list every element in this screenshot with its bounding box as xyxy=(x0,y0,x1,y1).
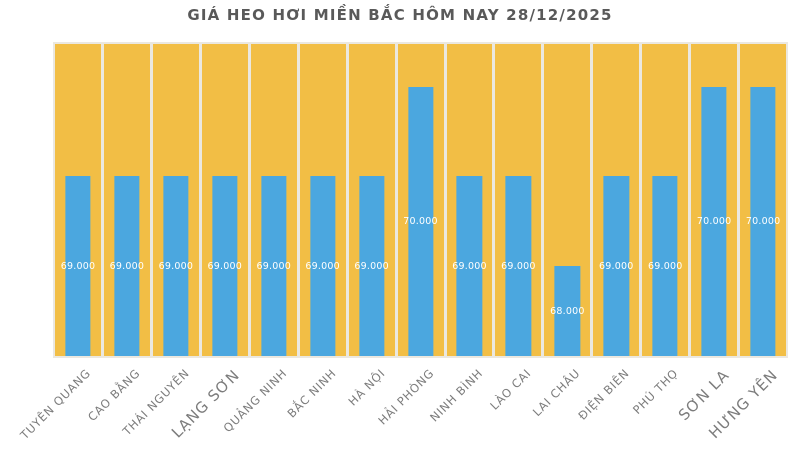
bar-value-label: 69.000 xyxy=(647,260,683,272)
bar-value-label: 69.000 xyxy=(158,260,194,272)
bar-điện-biên: 69.000 xyxy=(599,176,633,356)
bar-quảng-ninh: 69.000 xyxy=(256,176,291,356)
category-label: TUYÊN QUANG xyxy=(17,366,94,443)
bar-tuyên-quang: 69.000 xyxy=(61,176,95,356)
category-column: 69.000 xyxy=(495,44,542,356)
category-label: BẮC NINH xyxy=(284,366,339,421)
category-label: HÀ NỘI xyxy=(345,366,388,409)
chart-title: GIÁ HEO HƠI MIỀN BẮC HÔM NAY 28/12/2025 xyxy=(187,6,613,24)
bar-value-label: 70.000 xyxy=(696,215,732,227)
bar-lai-châu: 68.000 xyxy=(550,266,584,356)
category-column: 70.000 xyxy=(740,44,787,356)
category-column: 69.000 xyxy=(299,44,346,356)
bar-value-label: 69.000 xyxy=(109,260,145,272)
bar-hải-phòng: 70.000 xyxy=(403,86,438,356)
category-column: 69.000 xyxy=(250,44,297,356)
category-label: HẢI PHÒNG xyxy=(374,366,437,428)
category-column: 69.000 xyxy=(593,44,640,356)
category-label: HƯNG YÊN xyxy=(705,366,782,443)
bar-value-label: 69.000 xyxy=(354,260,389,272)
bar-value-label: 70.000 xyxy=(403,215,438,227)
bar-value-label: 69.000 xyxy=(305,260,340,272)
category-column: 70.000 xyxy=(397,44,444,356)
bar-hà-nội: 69.000 xyxy=(354,176,389,356)
bar-value-label: 69.000 xyxy=(599,260,634,272)
category-label: LÀO CAI xyxy=(487,366,535,413)
bar-ninh-bình: 69.000 xyxy=(452,176,486,356)
plot-area: 69.000 69.000 69.000 69.000 69.000 69.000 69.0… xyxy=(53,42,788,358)
bar-hưng-yên: 70.000 xyxy=(746,86,780,356)
category-label: SƠN LA xyxy=(674,366,733,425)
category-label: NINH BÌNH xyxy=(426,366,486,425)
category-column: 69.000 xyxy=(201,44,248,356)
bar-value-label: 69.000 xyxy=(207,260,243,272)
bar-lào-cai: 69.000 xyxy=(501,176,535,356)
bar-value-label: 69.000 xyxy=(501,260,536,272)
category-label: CAO BẰNG xyxy=(84,366,143,425)
bar-value-label: 69.000 xyxy=(452,260,487,272)
bar-phú-thọ: 69.000 xyxy=(648,176,682,356)
category-label: PHÚ THỌ xyxy=(630,366,682,417)
bar-value-label: 69.000 xyxy=(60,260,96,272)
category-label: QUẢNG NINH xyxy=(220,366,290,436)
category-label: THÁI NGUYÊN xyxy=(119,366,192,439)
category-column: 69.000 xyxy=(103,44,150,356)
bar-value-label: 69.000 xyxy=(256,260,291,272)
bar-value-label: 70.000 xyxy=(745,215,781,227)
category-column: 69.000 xyxy=(152,44,199,356)
bar-bắc-ninh: 69.000 xyxy=(305,176,340,356)
category-column: 68.000 xyxy=(544,44,591,356)
category-column: 69.000 xyxy=(348,44,395,356)
category-column: 69.000 xyxy=(642,44,689,356)
category-label: LAI CHÂU xyxy=(530,366,584,419)
category-column: 70.000 xyxy=(691,44,738,356)
category-label: ĐIỆN BIÊN xyxy=(575,366,633,423)
category-label: LẠNG SƠN xyxy=(168,366,244,442)
bar-sơn-la: 70.000 xyxy=(697,86,731,356)
bar-cao-bằng: 69.000 xyxy=(110,176,144,356)
category-column: 69.000 xyxy=(55,44,101,356)
category-column: 69.000 xyxy=(446,44,493,356)
bar-value-label: 68.000 xyxy=(550,305,585,317)
bar-lạng-sơn: 69.000 xyxy=(208,176,242,356)
bar-thái-nguyên: 69.000 xyxy=(159,176,193,356)
